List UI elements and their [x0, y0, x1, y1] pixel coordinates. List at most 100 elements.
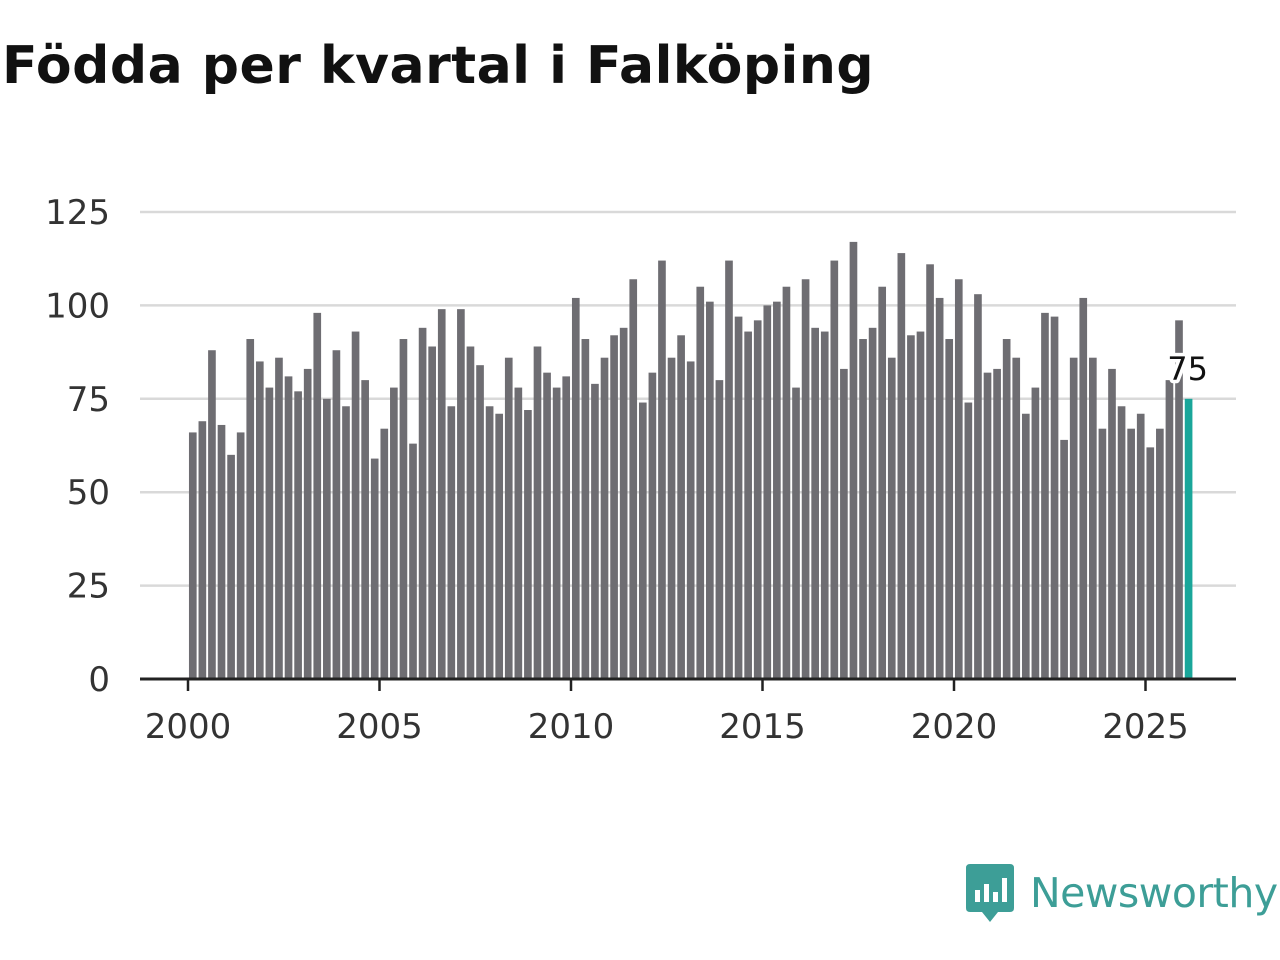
bar: [830, 260, 839, 679]
bar: [428, 346, 436, 679]
bar: [782, 286, 791, 679]
bar: [907, 335, 915, 679]
bar: [255, 361, 264, 679]
bar: [236, 432, 245, 679]
bar: [1175, 320, 1183, 679]
bar: [1089, 357, 1097, 679]
bar: [390, 387, 398, 679]
bar: [1165, 380, 1174, 679]
bar: [1079, 297, 1088, 679]
bar: [859, 339, 867, 679]
bar: [303, 368, 312, 679]
bar: [217, 424, 226, 679]
bar: [581, 339, 590, 679]
bar: [332, 350, 341, 679]
bar: [974, 294, 982, 679]
bar: [227, 454, 235, 679]
bar-highlighted: [1184, 398, 1193, 679]
x-tick-label: 2025: [1102, 707, 1189, 747]
bar: [667, 357, 676, 679]
bar: [399, 339, 408, 679]
bar: [370, 458, 379, 679]
labels: 0 25 50 75 100 125 2000 2005 2010 2015 2020 2025 75: [45, 193, 1211, 747]
bar: [686, 361, 695, 679]
bar: [418, 327, 427, 679]
bar: [1002, 339, 1011, 679]
bar: [361, 380, 369, 679]
bar: [466, 346, 475, 679]
bar: [610, 335, 618, 679]
bar-chart: 0 25 50 75 100 125 2000 2005 2010 2015 2020 2025 75: [45, 193, 1236, 747]
bar: [275, 357, 283, 679]
bar: [1012, 357, 1021, 679]
bar: [351, 331, 360, 679]
bar: [485, 406, 494, 679]
bar: [792, 387, 800, 679]
bar: [658, 260, 666, 679]
bar: [552, 387, 561, 679]
bar: [1031, 387, 1040, 679]
bar: [342, 406, 350, 679]
bar: [562, 376, 571, 679]
bar: [495, 413, 504, 679]
bar: [897, 253, 906, 679]
bar: [648, 372, 657, 679]
bar: [763, 305, 772, 679]
bar: [629, 279, 638, 679]
bar: [447, 406, 456, 679]
bar: [1021, 413, 1030, 679]
bar: [1146, 447, 1155, 679]
bar: [935, 297, 944, 679]
bar: [533, 346, 542, 679]
bar: [1127, 428, 1135, 679]
bar: [476, 365, 484, 679]
highlight-value-label: 75: [1167, 350, 1208, 388]
bar: [1041, 312, 1049, 679]
bar: [265, 387, 274, 679]
bar: [294, 391, 302, 679]
bar: [840, 368, 848, 679]
bar: [715, 380, 724, 679]
bar: [188, 432, 197, 679]
bar: [820, 331, 829, 679]
bar: [677, 335, 685, 679]
y-tick-label: 0: [88, 660, 110, 700]
newsworthy-logo: Newsworthy: [964, 862, 1278, 924]
bar: [619, 327, 628, 679]
bar: [734, 316, 743, 679]
y-tick-label: 50: [67, 473, 110, 513]
axes: [140, 677, 1236, 691]
bar: [409, 443, 417, 679]
bar: [208, 350, 216, 679]
bar: [744, 331, 752, 679]
x-tick-label: 2005: [336, 707, 423, 747]
bar: [887, 357, 896, 679]
y-tick-label: 25: [67, 567, 110, 607]
x-tick-label: 2020: [911, 707, 998, 747]
bar: [1050, 316, 1059, 679]
bar: [543, 372, 551, 679]
bar: [380, 428, 389, 679]
newsworthy-logo-icon: [966, 864, 1014, 922]
x-tick-label: 2015: [719, 707, 806, 747]
bar: [868, 327, 877, 679]
bar: [916, 331, 925, 679]
bar: [811, 327, 819, 679]
bar: [801, 279, 810, 679]
bar: [600, 357, 609, 679]
bar: [1108, 368, 1116, 679]
y-tick-label: 125: [45, 193, 110, 233]
bar: [323, 398, 331, 679]
newsworthy-logo-text: Newsworthy: [1030, 869, 1278, 917]
bar: [878, 286, 887, 679]
bar: [1098, 428, 1107, 679]
bar: [1069, 357, 1078, 679]
bar: [696, 286, 705, 679]
bar: [591, 383, 599, 679]
bar: [1136, 413, 1145, 679]
bar: [437, 309, 446, 679]
bar: [638, 402, 647, 679]
bar: [964, 402, 973, 679]
bar: [926, 264, 934, 679]
bar: [198, 421, 207, 679]
